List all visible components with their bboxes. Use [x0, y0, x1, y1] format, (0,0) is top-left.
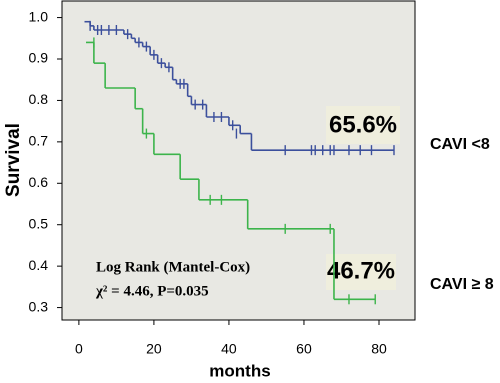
x-tick-label: 40 — [221, 341, 237, 357]
legend-label: CAVI ≥ 8 — [430, 276, 494, 293]
x-tick-label: 20 — [146, 341, 162, 357]
legend-label: CAVI <8 — [430, 136, 490, 153]
x-tick-label: 60 — [296, 341, 312, 357]
annotation-box — [326, 106, 400, 144]
y-tick-label: 1.0 — [29, 8, 49, 24]
x-tick-label: 0 — [75, 341, 83, 357]
x-tick-label: 80 — [371, 341, 387, 357]
annotation-box — [326, 254, 396, 290]
y-tick-label: 0.5 — [29, 215, 49, 231]
y-tick-label: 0.8 — [29, 91, 49, 107]
annotation: χ² = 4.46, P=0.035 — [95, 283, 209, 299]
annotation: Log Rank (Mantel-Cox) — [96, 259, 250, 275]
annotation: 65.6% — [329, 111, 397, 138]
y-tick-label: 0.7 — [29, 133, 49, 149]
x-axis-label: months — [209, 361, 270, 380]
y-tick-label: 0.4 — [29, 257, 49, 273]
annotation: 46.7% — [327, 257, 395, 284]
y-axis-label: Survival — [3, 123, 24, 197]
y-tick-label: 0.3 — [29, 298, 49, 314]
y-tick-label: 0.6 — [29, 174, 49, 190]
y-tick-label: 0.9 — [29, 50, 49, 66]
